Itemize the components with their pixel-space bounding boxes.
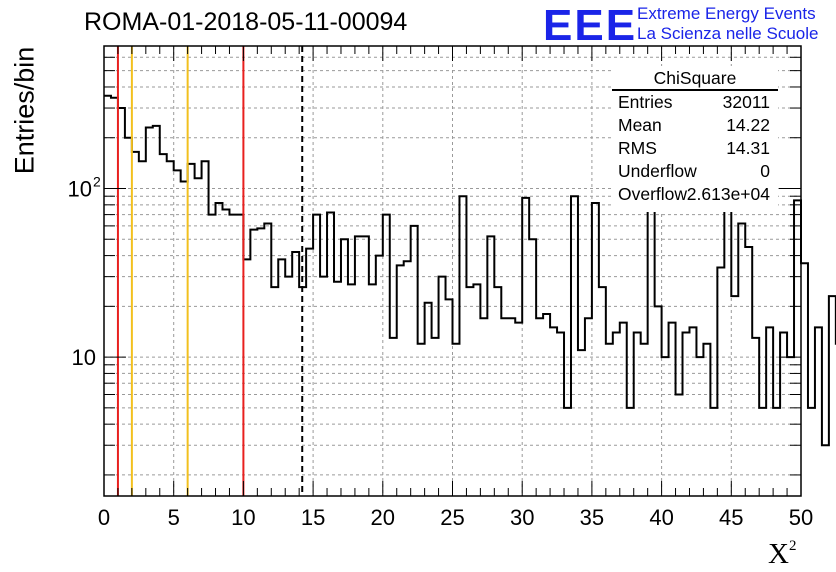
stats-row-underflow: Underflow 0	[618, 161, 770, 183]
stats-row-mean: Mean 14.22	[618, 115, 770, 137]
stats-divider	[612, 89, 778, 91]
y-tick-label: 10	[68, 176, 92, 201]
logo-text-line-1: Extreme Energy Events	[637, 4, 816, 23]
stats-value: 2.613e+04	[686, 184, 770, 204]
x-tick-label: 30	[510, 505, 534, 530]
axis-ticks	[103, 45, 802, 496]
stats-value: 32011	[722, 92, 770, 112]
x-tick-label: 35	[580, 505, 604, 530]
y-tick-exponent: 2	[93, 173, 101, 189]
stats-value: 14.22	[726, 115, 770, 135]
x-axis-label: X2	[768, 538, 796, 571]
x-tick-label: 20	[371, 505, 395, 530]
stats-title: ChiSquare	[653, 68, 737, 88]
stats-label: Overflow	[618, 184, 688, 204]
stats-label: Mean	[618, 115, 662, 135]
stats-row-entries: Entries 32011	[618, 92, 770, 114]
stats-label: RMS	[618, 138, 657, 158]
x-tick-label: 10	[231, 505, 255, 530]
stats-value: 0	[760, 161, 770, 181]
y-axis-label: Entries/bin	[9, 46, 40, 175]
stats-value: 14.31	[726, 138, 770, 158]
stats-label: Entries	[618, 92, 673, 112]
x-tick-label: 5	[168, 505, 180, 530]
x-tick-label: 45	[719, 505, 743, 530]
x-axis-label-superscript: 2	[788, 538, 797, 554]
stats-row-overflow: Overflow 2.613e+04	[618, 184, 770, 206]
run-title: ROMA-01-2018-05-11-00094	[84, 8, 408, 36]
x-tick-label: 0	[98, 505, 110, 530]
logo-text-line-2: La Scienza nelle Scuole	[637, 24, 819, 43]
x-tick-label: 40	[649, 505, 673, 530]
x-tick-label: 25	[440, 505, 464, 530]
y-tick-label: 10	[72, 345, 96, 370]
stats-label: Underflow	[618, 161, 697, 181]
x-tick-label: 15	[301, 505, 325, 530]
eee-logo: EEE	[543, 1, 638, 50]
stats-box: ChiSquare Entries 32011 Mean 14.22 RMS 1…	[612, 66, 778, 212]
marker-lines	[116, 46, 304, 496]
x-tick-label: 50	[789, 505, 813, 530]
stats-row-rms: RMS 14.31	[618, 138, 770, 160]
x-axis-label-base: X	[768, 538, 789, 570]
